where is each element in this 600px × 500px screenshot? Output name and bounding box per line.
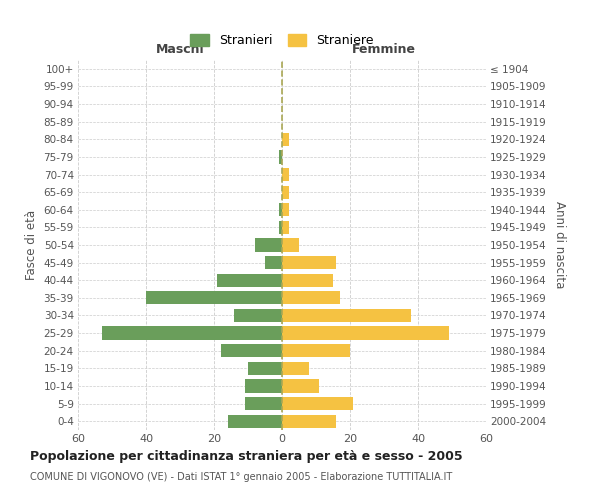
Text: Maschi: Maschi <box>155 44 205 57</box>
Legend: Stranieri, Straniere: Stranieri, Straniere <box>185 29 379 52</box>
Bar <box>282 344 350 358</box>
Text: Popolazione per cittadinanza straniera per età e sesso - 2005: Popolazione per cittadinanza straniera p… <box>30 450 463 463</box>
Bar <box>282 168 289 181</box>
Text: Femmine: Femmine <box>352 44 416 57</box>
Bar <box>282 291 340 304</box>
Bar <box>255 238 282 252</box>
Bar <box>282 362 309 375</box>
Bar <box>282 380 319 392</box>
Bar <box>227 414 282 428</box>
Bar <box>282 309 411 322</box>
Bar <box>282 221 289 234</box>
Bar <box>245 397 282 410</box>
Bar <box>217 274 282 287</box>
Bar <box>278 221 282 234</box>
Y-axis label: Fasce di età: Fasce di età <box>25 210 38 280</box>
Bar <box>146 291 282 304</box>
Text: COMUNE DI VIGONOVO (VE) - Dati ISTAT 1° gennaio 2005 - Elaborazione TUTTITALIA.I: COMUNE DI VIGONOVO (VE) - Dati ISTAT 1° … <box>30 472 452 482</box>
Bar <box>235 309 282 322</box>
Bar <box>278 150 282 164</box>
Y-axis label: Anni di nascita: Anni di nascita <box>553 202 566 288</box>
Bar <box>282 397 353 410</box>
Bar <box>248 362 282 375</box>
Bar <box>282 186 289 198</box>
Bar <box>282 326 449 340</box>
Bar <box>282 274 333 287</box>
Bar <box>282 132 289 146</box>
Bar <box>245 380 282 392</box>
Bar <box>282 414 337 428</box>
Bar <box>282 256 337 269</box>
Bar <box>265 256 282 269</box>
Bar <box>282 238 299 252</box>
Bar <box>102 326 282 340</box>
Bar <box>282 203 289 216</box>
Bar <box>278 203 282 216</box>
Bar <box>221 344 282 358</box>
